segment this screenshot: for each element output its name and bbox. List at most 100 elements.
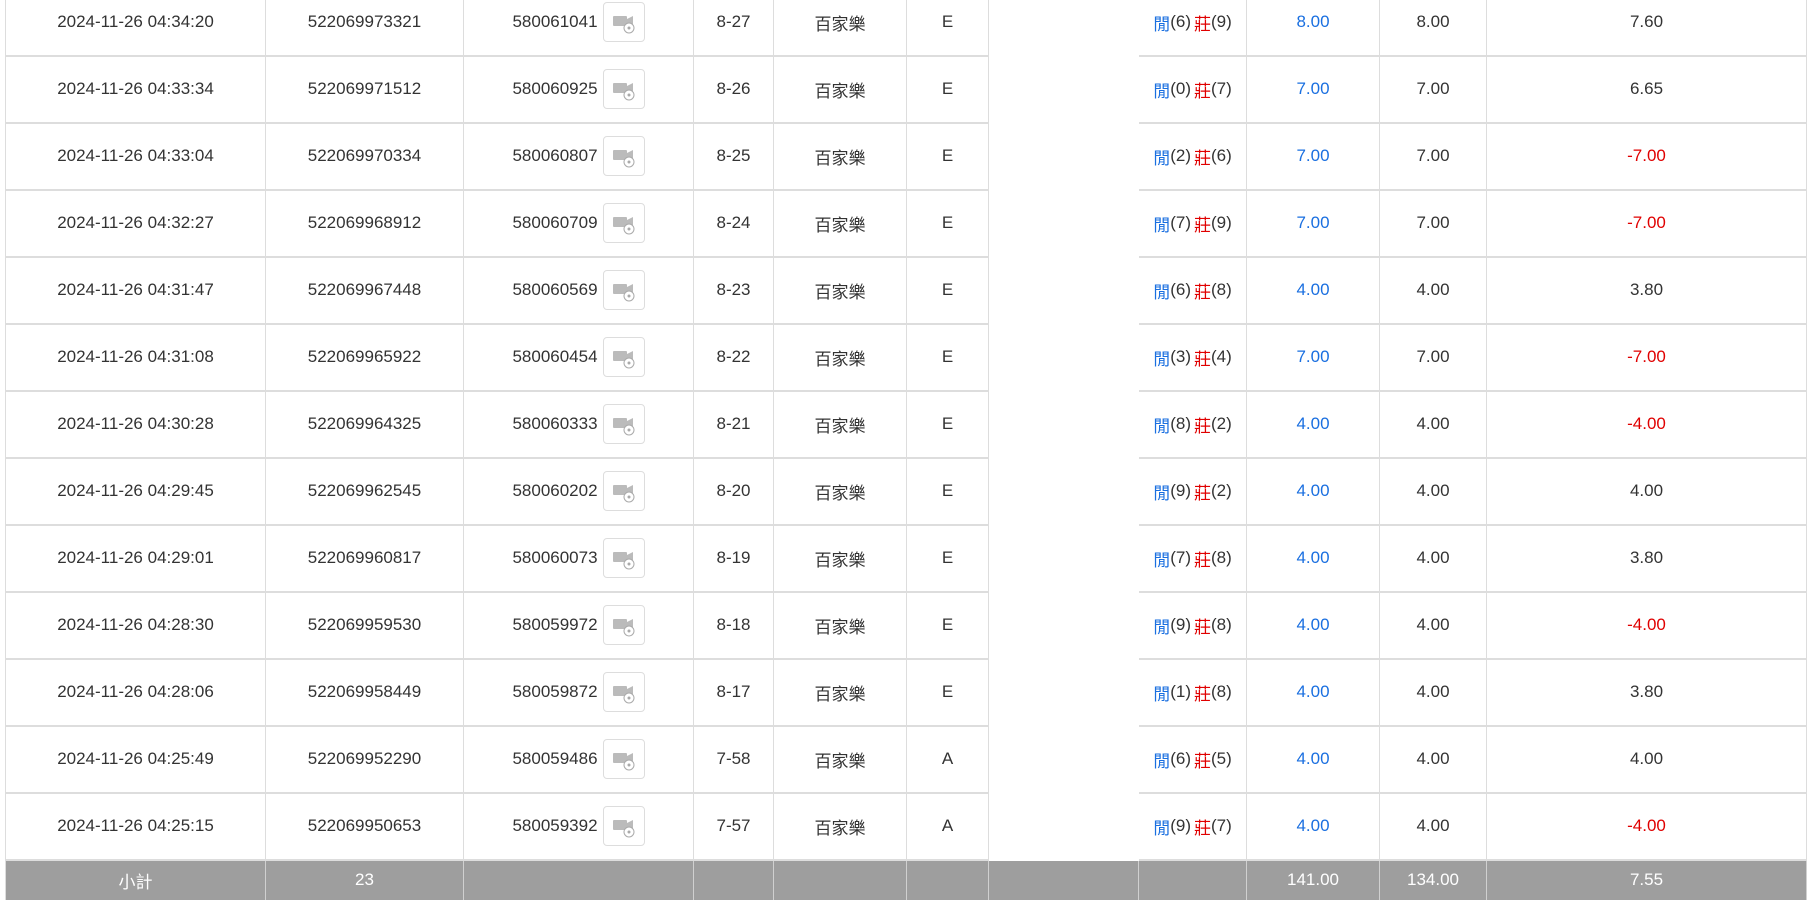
table-cell: 閒 (9) 莊 (8) <box>1139 592 1247 660</box>
cell-text: 百家樂 <box>814 215 866 235</box>
table-cell: E <box>907 525 989 593</box>
table-cell: 4.00 <box>1247 726 1380 794</box>
table-cell: 8.00 <box>1380 0 1487 57</box>
table-cell: 7.00 <box>1247 190 1380 258</box>
table-cell: 522069971512 <box>266 56 464 124</box>
table-cell: 百家樂 <box>774 190 907 258</box>
cell-text: 4.00 <box>1416 682 1450 701</box>
table-cell: 7.00 <box>1380 123 1487 191</box>
table-cell: 23 <box>266 860 464 900</box>
cell-text: -7.00 <box>1627 347 1666 366</box>
table-cell: 522069950653 <box>266 793 464 861</box>
round-id: 580060333 <box>512 414 598 433</box>
replay-icon[interactable] <box>602 136 645 176</box>
table-cell: 4.00 <box>1380 391 1487 459</box>
subtotal-text: 小計 <box>118 872 153 892</box>
cell-text: -4.00 <box>1627 615 1666 634</box>
banker-label: 莊 <box>1194 349 1211 369</box>
round-id: 580061041 <box>512 12 598 31</box>
table-cell: E <box>907 391 989 459</box>
cell-text: 3.80 <box>1629 548 1664 567</box>
table-cell: 522069952290 <box>266 726 464 794</box>
player-label: 閒 <box>1153 14 1171 34</box>
cell-text: 522069952290 <box>307 749 422 768</box>
cell-text: 4.00 <box>1416 414 1450 433</box>
table-cell: 580059872 <box>464 659 694 727</box>
player-value: (2) <box>1170 146 1191 165</box>
cell-text: 8.00 <box>1296 12 1330 31</box>
table-cell: 百家樂 <box>774 0 907 57</box>
cell-text: 7.00 <box>1416 146 1450 165</box>
table-cell: 580060333 <box>464 391 694 459</box>
replay-icon[interactable] <box>602 203 645 243</box>
table-cell: -4.00 <box>1487 391 1807 459</box>
cell-text: E <box>941 347 954 366</box>
table-cell: 8-20 <box>694 458 774 526</box>
cell-text: 7.00 <box>1296 146 1330 165</box>
cell-text: 百家樂 <box>814 14 866 34</box>
table-cell: 8.00 <box>1247 0 1380 57</box>
table-cell: 4.00 <box>1247 659 1380 727</box>
table-cell: 8-22 <box>694 324 774 392</box>
replay-icon[interactable] <box>602 404 645 444</box>
round-id: 580059872 <box>512 682 598 701</box>
table-cell: 7.60 <box>1487 0 1807 57</box>
player-label: 閒 <box>1153 81 1171 101</box>
cell-text: 百家樂 <box>814 416 866 436</box>
table-cell: 2024-11-26 04:25:49 <box>5 726 266 794</box>
table-cell: 522069959530 <box>266 592 464 660</box>
table-cell: 8-26 <box>694 56 774 124</box>
table-cell: 閒 (7) 莊 (8) <box>1139 525 1247 593</box>
banker-label: 莊 <box>1194 483 1211 503</box>
cell-text: 百家樂 <box>814 483 866 503</box>
cell-text: 8-27 <box>716 12 751 31</box>
table-cell: 7-58 <box>694 726 774 794</box>
table-cell: 2024-11-26 04:25:15 <box>5 793 266 861</box>
table-cell: A <box>907 793 989 861</box>
table-cell: 2024-11-26 04:33:34 <box>5 56 266 124</box>
replay-icon[interactable] <box>602 2 645 42</box>
cell-text: 8.00 <box>1416 12 1450 31</box>
cell-text: 2024-11-26 04:29:45 <box>57 481 214 500</box>
cell-text: 8-19 <box>716 548 751 567</box>
table-cell: 580060569 <box>464 257 694 325</box>
replay-icon[interactable] <box>602 69 645 109</box>
table-cell <box>694 860 774 900</box>
table-cell: 6.65 <box>1487 56 1807 124</box>
round-id: 580060709 <box>512 213 598 232</box>
replay-icon[interactable] <box>602 605 645 645</box>
table-cell: 百家樂 <box>774 458 907 526</box>
banker-value: (9) <box>1211 12 1232 31</box>
banker-value: (8) <box>1211 280 1232 299</box>
cell-text: A <box>941 749 954 768</box>
table-cell: 閒 (0) 莊 (7) <box>1139 56 1247 124</box>
table-cell: 4.00 <box>1380 525 1487 593</box>
player-label: 閒 <box>1153 282 1171 302</box>
banker-value: (8) <box>1211 548 1232 567</box>
table-cell: -4.00 <box>1487 592 1807 660</box>
table-cell: 3.80 <box>1487 659 1807 727</box>
round-id: 580060807 <box>512 146 598 165</box>
replay-icon[interactable] <box>602 270 645 310</box>
cell-text: -4.00 <box>1627 816 1666 835</box>
cell-text: 3.80 <box>1629 280 1664 299</box>
cell-text: 百家樂 <box>814 617 866 637</box>
table-cell: 134.00 <box>1380 860 1487 900</box>
table-cell: 8-24 <box>694 190 774 258</box>
cell-text: 522069958449 <box>307 682 422 701</box>
replay-icon[interactable] <box>602 739 645 779</box>
table-cell: 7.00 <box>1247 324 1380 392</box>
player-label: 閒 <box>1153 215 1171 235</box>
cell-text: 2024-11-26 04:30:28 <box>57 414 214 433</box>
cell-text: 百家樂 <box>814 349 866 369</box>
replay-icon[interactable] <box>602 538 645 578</box>
replay-icon[interactable] <box>602 471 645 511</box>
player-label: 閒 <box>1153 751 1171 771</box>
replay-icon[interactable] <box>602 672 645 712</box>
table-cell: E <box>907 592 989 660</box>
replay-icon[interactable] <box>602 337 645 377</box>
replay-icon[interactable] <box>602 806 645 846</box>
table-cell: 4.00 <box>1380 257 1487 325</box>
table-cell: 2024-11-26 04:31:08 <box>5 324 266 392</box>
cell-text: 4.00 <box>1296 414 1330 433</box>
